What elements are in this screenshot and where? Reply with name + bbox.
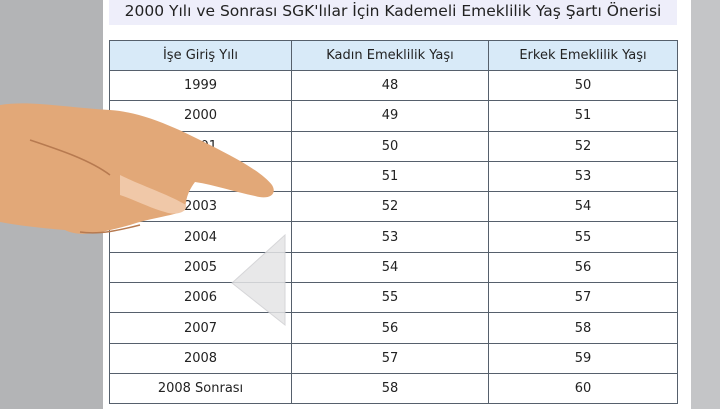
cell-male-age: 59 xyxy=(488,342,678,374)
cell-female-age: 57 xyxy=(291,342,489,374)
table-row: 2007 56 58 xyxy=(109,312,678,344)
cell-male-age: 60 xyxy=(488,372,678,405)
cell-start-year: 2008 xyxy=(109,342,292,374)
cell-female-age: 56 xyxy=(291,312,489,344)
cell-male-age: 58 xyxy=(488,312,678,344)
cell-female-age: 58 xyxy=(291,372,489,405)
transparent-triangle-shape xyxy=(231,233,286,327)
table-header-row: İşe Giriş Yılı Kadın Emeklilik Yaşı Erke… xyxy=(109,40,678,71)
retirement-age-table: İşe Giriş Yılı Kadın Emeklilik Yaşı Erke… xyxy=(109,40,678,405)
cell-start-year: 2004 xyxy=(109,221,292,253)
right-margin xyxy=(691,0,720,409)
cell-start-year: 2007 xyxy=(109,312,292,344)
pointing-hand-icon xyxy=(0,103,274,234)
cell-start-year: 2008 Sonrası xyxy=(109,372,292,405)
header-male-age: Erkek Emeklilik Yaşı xyxy=(488,40,678,71)
cell-start-year: 1999 xyxy=(109,69,292,102)
cell-female-age: 50 xyxy=(291,130,489,162)
table-row: 2008 57 59 xyxy=(109,342,678,374)
cell-female-age: 48 xyxy=(291,69,489,102)
cell-female-age: 52 xyxy=(291,191,489,223)
cell-female-age: 55 xyxy=(291,282,489,314)
table-row: 2004 53 55 xyxy=(109,221,678,253)
cell-male-age: 51 xyxy=(488,100,678,132)
page-title: 2000 Yılı ve Sonrası SGK'lılar İçin Kade… xyxy=(109,0,677,25)
header-start-year: İşe Giriş Yılı xyxy=(109,40,292,71)
header-female-age: Kadın Emeklilik Yaşı xyxy=(291,40,489,71)
table-row: 2008 Sonrası 58 60 xyxy=(109,372,678,405)
cell-female-age: 51 xyxy=(291,160,489,193)
cell-female-age: 49 xyxy=(291,100,489,132)
